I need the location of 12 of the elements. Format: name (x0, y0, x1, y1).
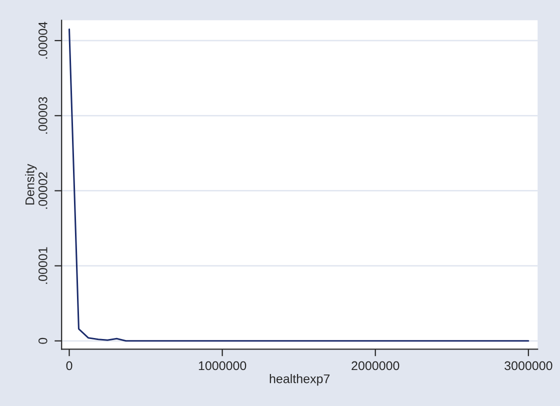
y-tick-label: .00002 (38, 172, 48, 209)
y-tick-label: 0 (38, 338, 48, 344)
line-series (68, 28, 530, 342)
x-tick-label: 3000000 (504, 361, 552, 370)
x-tick-label: 0 (66, 361, 72, 370)
y-tick-label: .00001 (38, 247, 48, 284)
y-axis-title: Density (25, 164, 37, 205)
y-tick-label: .00003 (38, 97, 48, 134)
y-tick-label: .00004 (38, 22, 48, 59)
x-axis-title: healthexp7 (270, 374, 330, 386)
x-tick-label: 2000000 (352, 361, 400, 370)
x-tick-label: 1000000 (198, 361, 246, 370)
